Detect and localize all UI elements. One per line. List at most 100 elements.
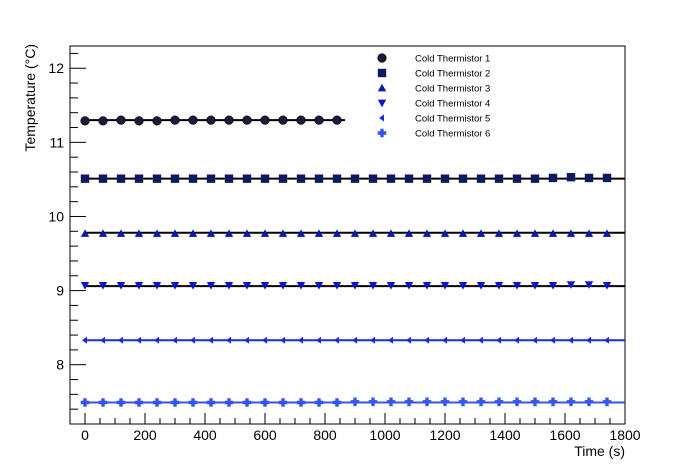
plot-border <box>69 45 626 425</box>
data-point <box>206 282 216 290</box>
data-point <box>422 282 432 290</box>
data-point <box>134 116 144 126</box>
x-tick-label: 1000 <box>369 427 400 443</box>
data-point <box>314 398 324 407</box>
legend-marker <box>377 53 387 63</box>
data-point <box>494 282 504 290</box>
data-point <box>116 229 126 237</box>
data-point <box>530 174 540 183</box>
data-point <box>188 282 198 290</box>
legend-label: Cold Thermistor 2 <box>415 69 490 80</box>
data-point <box>422 397 432 407</box>
data-point <box>242 174 252 183</box>
data-point <box>278 398 288 407</box>
legend-label: Cold Thermistor 4 <box>415 99 490 110</box>
data-point <box>98 229 108 237</box>
data-point <box>278 229 288 237</box>
plot-frame <box>69 45 626 425</box>
data-point <box>226 336 231 344</box>
data-point <box>352 336 357 344</box>
data-point <box>368 174 378 183</box>
x-tick-label: 600 <box>253 427 277 443</box>
data-point <box>476 397 486 407</box>
data-point <box>100 336 105 344</box>
data-point <box>368 282 378 290</box>
data-point <box>314 174 324 183</box>
x-tick-label: 1400 <box>489 427 520 443</box>
data-point <box>152 398 162 407</box>
data-point <box>548 282 558 290</box>
data-point <box>368 229 378 237</box>
data-point <box>260 398 270 407</box>
data-point <box>586 336 591 344</box>
data-point <box>602 282 612 290</box>
data-point <box>584 173 594 183</box>
x-axis-title: Time (s) <box>574 443 625 459</box>
data-point <box>350 397 360 407</box>
data-point <box>550 336 555 344</box>
data-point <box>514 336 519 344</box>
data-point <box>584 229 594 237</box>
data-point <box>370 336 375 344</box>
data-point <box>170 174 180 183</box>
data-point <box>406 336 411 344</box>
data-point <box>170 229 180 237</box>
data-point <box>422 229 432 237</box>
data-point <box>98 174 108 183</box>
data-point <box>530 229 540 237</box>
data-point <box>494 229 504 237</box>
data-point <box>404 174 414 183</box>
data-point <box>206 115 216 125</box>
data-point <box>424 336 429 344</box>
data-point <box>494 397 504 407</box>
data-point <box>98 282 108 290</box>
legend-label: Cold Thermistor 1 <box>415 54 490 65</box>
data-point <box>242 282 252 290</box>
legend-marker <box>377 128 387 138</box>
data-point <box>530 282 540 290</box>
data-point <box>152 174 162 183</box>
data-point <box>262 336 267 344</box>
data-point <box>152 229 162 237</box>
data-point <box>532 336 537 344</box>
data-point <box>188 115 198 125</box>
data-point <box>298 336 303 344</box>
data-point <box>440 282 450 290</box>
data-point <box>206 174 216 183</box>
data-point <box>494 174 504 183</box>
data-point <box>152 282 162 290</box>
data-point <box>350 174 360 183</box>
data-point <box>224 398 234 407</box>
data-point <box>460 336 465 344</box>
data-point <box>566 172 576 182</box>
data-point <box>224 174 234 183</box>
data-point <box>316 336 321 344</box>
data-point <box>602 173 612 183</box>
legend-marker <box>379 114 384 122</box>
data-point <box>134 282 144 290</box>
data-point <box>296 229 306 237</box>
data-point <box>190 336 195 344</box>
data-point <box>296 115 306 125</box>
y-tick-label: 12 <box>48 60 64 76</box>
data-point <box>280 336 285 344</box>
legend: Cold Thermistor 1 Cold Thermistor 2 Cold T… <box>377 53 490 140</box>
data-point <box>118 336 123 344</box>
data-point <box>404 282 414 290</box>
data-point <box>566 229 576 237</box>
data-point <box>296 174 306 183</box>
data-point <box>242 229 252 237</box>
data-point <box>208 336 213 344</box>
data-point <box>260 282 270 290</box>
data-point <box>80 282 90 290</box>
data-point <box>332 115 342 125</box>
data-point <box>548 229 558 237</box>
data-point <box>80 229 90 237</box>
data-markers <box>80 115 612 407</box>
data-point <box>188 398 198 407</box>
data-point <box>332 229 342 237</box>
x-tick-label: 0 <box>81 427 89 443</box>
data-point <box>368 397 378 407</box>
